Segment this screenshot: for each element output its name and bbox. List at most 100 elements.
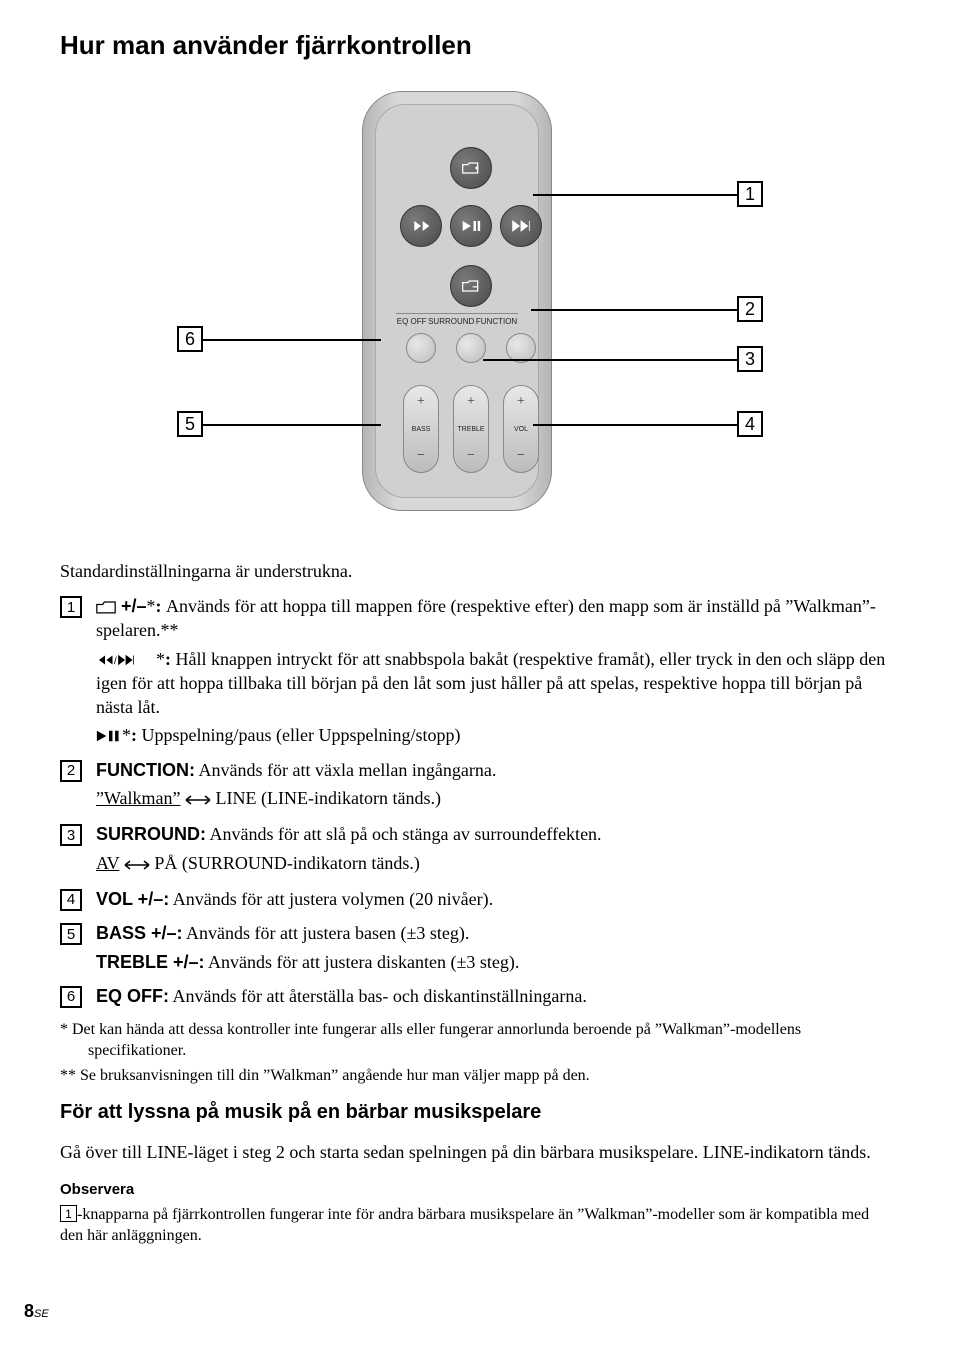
folder-minus-button bbox=[450, 265, 492, 307]
callout-3: 3 bbox=[737, 346, 763, 372]
item-1a-label: +/– bbox=[116, 596, 147, 616]
item-1a-colon: : bbox=[156, 596, 167, 616]
observe-block: 1-knapparna på fjärrkontrollen fungerar … bbox=[60, 1204, 894, 1247]
item-4: 4 VOL +/–: Används för att justera volym… bbox=[60, 887, 894, 915]
lead-1 bbox=[533, 194, 737, 196]
item-6-text: Används för att återställa bas- och disk… bbox=[169, 986, 587, 1006]
lead-6 bbox=[203, 339, 381, 341]
item-3-text: Används för att slå på och stänga av sur… bbox=[206, 824, 602, 844]
footnote-1: * Det kan hända att dessa kontroller int… bbox=[60, 1020, 894, 1062]
item-3-line2: AV PÅ (SURROUND-indikatorn tänds.) bbox=[96, 851, 894, 877]
prev-next-icon: / bbox=[96, 653, 156, 667]
item-2-underline: ”Walkman” bbox=[96, 788, 181, 808]
surround-button bbox=[456, 333, 486, 363]
next-button bbox=[500, 205, 542, 247]
item-1c-star: * bbox=[122, 725, 131, 745]
callout-2: 2 bbox=[737, 296, 763, 322]
play-pause-icon bbox=[96, 729, 122, 743]
item-3: 3 SURROUND: Används för att slå på och s… bbox=[60, 822, 894, 881]
item-3-underline: AV bbox=[96, 853, 119, 873]
remote-face: EQ OFF SURROUND FUNCTION +BASS− +TREBLE−… bbox=[375, 104, 539, 498]
item-5b-text: Används för att justera diskanten (±3 st… bbox=[205, 952, 520, 972]
item-6-line: EQ OFF: Används för att återställa bas- … bbox=[96, 984, 894, 1008]
item-2-rest: LINE (LINE-indikatorn tänds.) bbox=[211, 788, 441, 808]
callout-6: 6 bbox=[177, 326, 203, 352]
item-1b-text: Håll knappen intryckt för att snabbspola… bbox=[96, 649, 885, 718]
item-1-number: 1 bbox=[60, 596, 82, 618]
item-3-line1: SURROUND: Används för att slå på och stä… bbox=[96, 822, 894, 846]
item-4-text: Används för att justera volymen (20 nivå… bbox=[169, 889, 493, 909]
item-5a-label: BASS +/–: bbox=[96, 923, 183, 943]
item-4-line: VOL +/–: Används för att justera volymen… bbox=[96, 887, 894, 911]
footnote-2: ** Se bruksanvisningen till din ”Walkman… bbox=[60, 1066, 894, 1087]
item-2-line2: ”Walkman” LINE (LINE-indikatorn tänds.) bbox=[96, 786, 894, 812]
callout-5: 5 bbox=[177, 411, 203, 437]
footnotes: * Det kan hända att dessa kontroller int… bbox=[60, 1020, 894, 1086]
item-5a-text: Används för att justera basen (±3 steg). bbox=[183, 923, 470, 943]
item-4-number: 4 bbox=[60, 889, 82, 911]
item-1b-colon: : bbox=[165, 649, 176, 669]
double-arrow-icon-2 bbox=[124, 853, 150, 877]
item-1c-text: Uppspelning/paus (eller Uppspelning/stop… bbox=[142, 725, 461, 745]
item-1b: / *: Håll knappen intryckt för att snabbs… bbox=[96, 647, 894, 720]
bass-rocker: +BASS− bbox=[403, 385, 439, 473]
lead-5 bbox=[203, 424, 381, 426]
item-1: 1 +/–*: Används för att hoppa till mappe… bbox=[60, 594, 894, 752]
page-suffix: SE bbox=[34, 1308, 49, 1320]
item-6-number: 6 bbox=[60, 986, 82, 1008]
double-arrow-icon bbox=[185, 788, 211, 812]
item-2-line1: FUNCTION: Används för att växla mellan i… bbox=[96, 758, 894, 782]
instruction-list: 1 +/–*: Används för att hoppa till mappe… bbox=[60, 594, 894, 1012]
item-1c-colon: : bbox=[131, 725, 142, 745]
item-1a-text: Används för att hoppa till mappen före (… bbox=[96, 596, 876, 640]
row-labels: EQ OFF SURROUND FUNCTION bbox=[396, 317, 518, 326]
item-5-number: 5 bbox=[60, 923, 82, 945]
page-footer: 8SE bbox=[24, 1301, 49, 1322]
callout-4: 4 bbox=[737, 411, 763, 437]
lead-4 bbox=[533, 424, 737, 426]
observe-inline-number: 1 bbox=[60, 1205, 77, 1222]
item-3-rest: PÅ (SURROUND-indikatorn tänds.) bbox=[150, 853, 420, 873]
treble-label: TREBLE bbox=[457, 426, 484, 433]
item-2-label: FUNCTION: bbox=[96, 760, 195, 780]
function-label: FUNCTION bbox=[476, 317, 517, 326]
item-5b-line: TREBLE +/–: Används för att justera disk… bbox=[96, 950, 894, 974]
treble-rocker: +TREBLE− bbox=[453, 385, 489, 473]
divider-line bbox=[396, 313, 518, 314]
svg-text:/: / bbox=[114, 655, 117, 666]
item-5a-line: BASS +/–: Används för att justera basen … bbox=[96, 921, 894, 945]
item-3-label: SURROUND: bbox=[96, 824, 206, 844]
subsection-text: Gå över till LINE-läget i steg 2 och sta… bbox=[60, 1142, 894, 1163]
folder-icon bbox=[96, 600, 116, 614]
observe-body: -knapparna på fjärrkontrollen fungerar i… bbox=[60, 1206, 869, 1245]
item-3-number: 3 bbox=[60, 824, 82, 846]
page-title: Hur man använder fjärrkontrollen bbox=[60, 30, 894, 61]
intro-text: Standardinställningarna är understrukna. bbox=[60, 561, 894, 582]
item-1c: *: Uppspelning/paus (eller Uppspelning/s… bbox=[96, 723, 894, 747]
prev-button bbox=[400, 205, 442, 247]
subsection-heading: För att lyssna på musik på en bärbar mus… bbox=[60, 1101, 894, 1124]
vol-label: VOL bbox=[514, 426, 528, 433]
item-1b-star: * bbox=[156, 649, 165, 669]
lead-2 bbox=[531, 309, 737, 311]
observe-text: 1-knapparna på fjärrkontrollen fungerar … bbox=[60, 1204, 894, 1247]
observe-heading: Observera bbox=[60, 1181, 894, 1198]
remote-body: EQ OFF SURROUND FUNCTION +BASS− +TREBLE−… bbox=[362, 91, 552, 511]
callout-1: 1 bbox=[737, 181, 763, 207]
item-2-text: Används för att växla mellan ingångarna. bbox=[195, 760, 496, 780]
surround-label: SURROUND bbox=[428, 317, 474, 326]
lead-3 bbox=[483, 359, 737, 361]
remote-illustration: EQ OFF SURROUND FUNCTION +BASS− +TREBLE−… bbox=[177, 91, 777, 531]
item-1a-star: * bbox=[147, 596, 156, 616]
folder-plus-button bbox=[450, 147, 492, 189]
page-number: 8 bbox=[24, 1301, 34, 1321]
vol-rocker: +VOL− bbox=[503, 385, 539, 473]
item-6: 6 EQ OFF: Används för att återställa bas… bbox=[60, 984, 894, 1012]
eqoff-button bbox=[406, 333, 436, 363]
item-4-label: VOL +/–: bbox=[96, 889, 169, 909]
item-6-label: EQ OFF: bbox=[96, 986, 169, 1006]
play-pause-button bbox=[450, 205, 492, 247]
eqoff-label: EQ OFF bbox=[397, 317, 427, 326]
item-2-number: 2 bbox=[60, 760, 82, 782]
item-5b-label: TREBLE +/–: bbox=[96, 952, 205, 972]
